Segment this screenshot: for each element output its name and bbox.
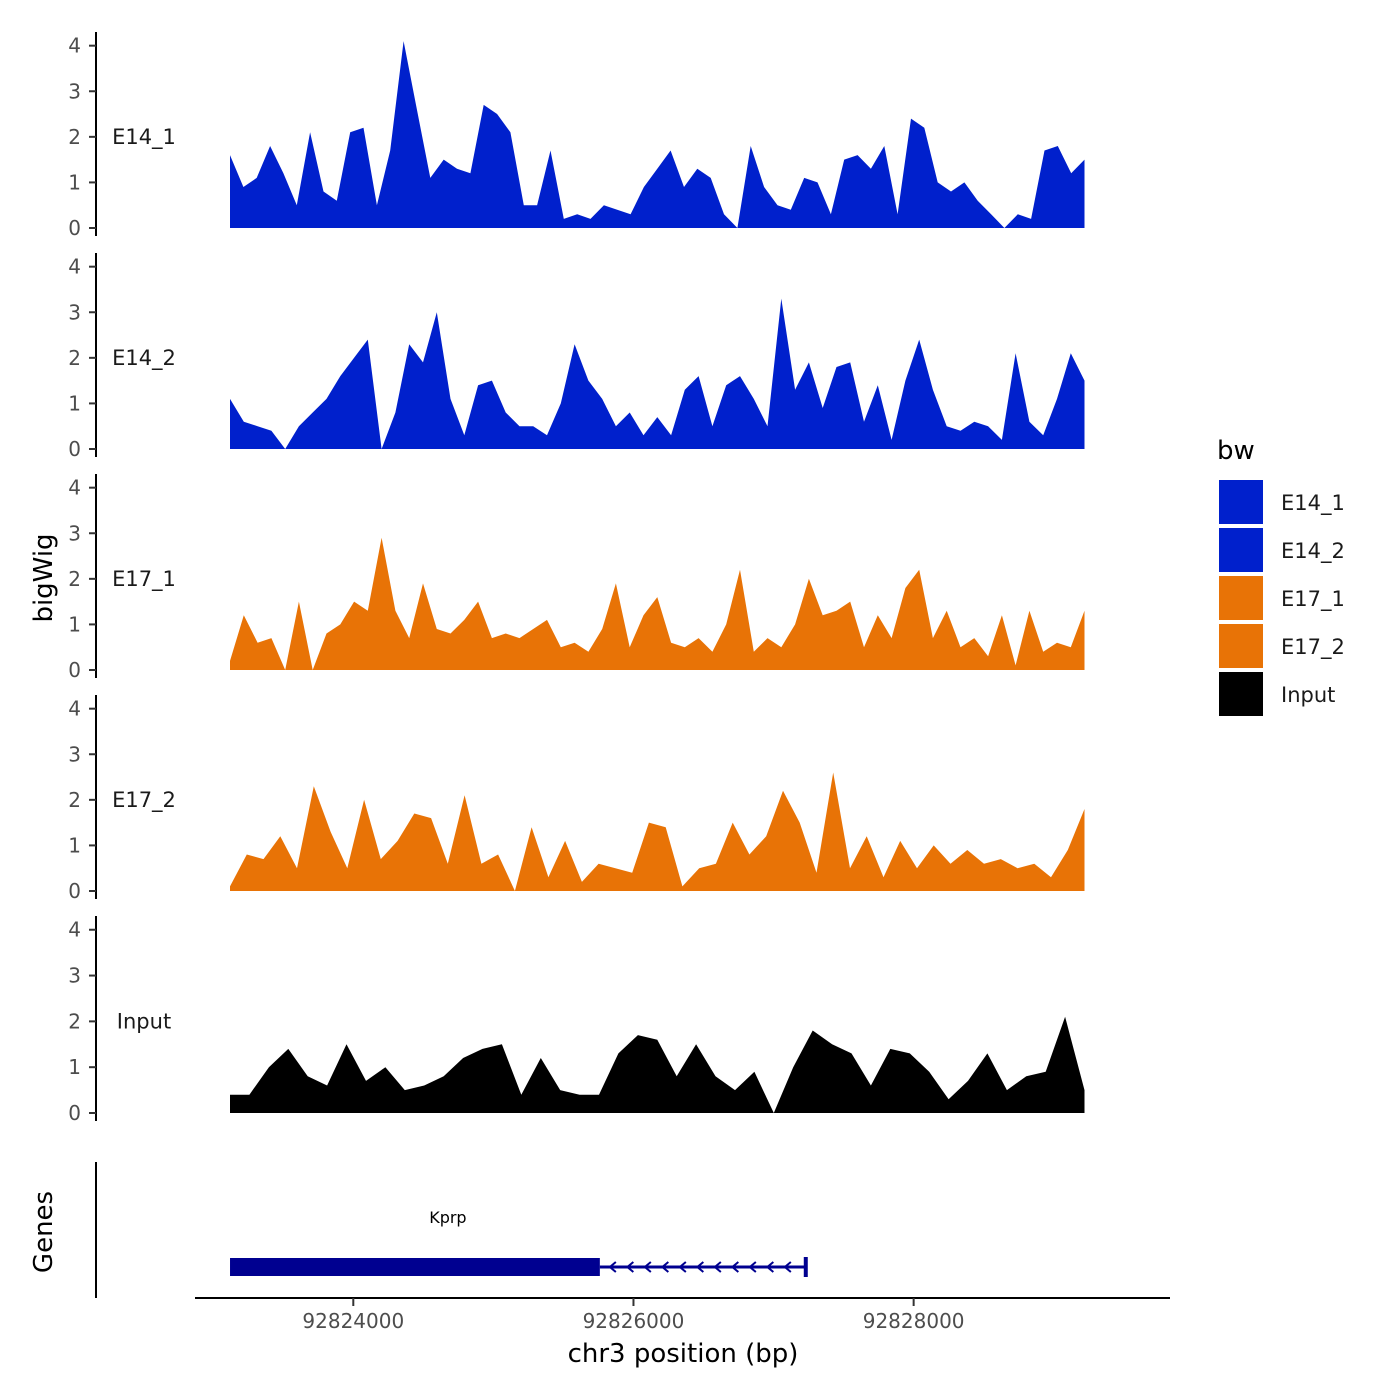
x-tick-label: 92826000 [583, 1309, 685, 1333]
y-tick-label: 3 [68, 79, 81, 103]
legend-title: bw [1217, 436, 1255, 466]
y-tick-label: 4 [68, 34, 81, 58]
track-label: E17_1 [112, 567, 176, 592]
x-axis: 92824000 92826000 92828000 [195, 1297, 1170, 1333]
y-tick-label: 0 [68, 879, 81, 903]
coverage-area-E17_1 [230, 537, 1085, 670]
y-tick-label: 2 [68, 567, 81, 591]
x-tick-label: 92828000 [863, 1309, 965, 1333]
track-E14_2: 0 1 2 3 4 E14_2 [68, 253, 1085, 461]
legend: bw E14_1 E14_2 E17_1 E17_2 Input [1217, 436, 1345, 718]
track-label: Input [117, 1009, 171, 1033]
legend-label-Input: Input [1281, 683, 1335, 707]
track-label: E14_2 [112, 346, 176, 371]
y-tick-label: 3 [68, 300, 81, 324]
y-tick-label: 4 [68, 476, 81, 500]
track-label: E17_2 [112, 788, 176, 813]
gene-strand-arrow [643, 1261, 652, 1273]
coverage-area-E14_2 [230, 298, 1085, 449]
y-tick-label: 1 [68, 612, 81, 636]
y-tick-label: 2 [68, 346, 81, 370]
y-tick-label: 1 [68, 170, 81, 194]
gene-strand-arrow [713, 1261, 722, 1273]
y-tick-label: 4 [68, 697, 81, 721]
y-axis-title: bigWig [29, 533, 59, 622]
gene-strand-arrow [748, 1261, 757, 1273]
gene-strand-arrow [730, 1261, 739, 1273]
coverage-area-E17_2 [230, 772, 1085, 891]
legend-key-E17_1 [1217, 574, 1265, 622]
x-axis-title: chr3 position (bp) [568, 1339, 799, 1369]
genes-panel: Genes Kprp [29, 1162, 808, 1298]
y-tick-label: 0 [68, 1101, 81, 1125]
legend-key-Input [1217, 670, 1265, 718]
legend-key-E17_2 [1217, 622, 1265, 670]
legend-label-E14_1: E14_1 [1281, 491, 1345, 516]
x-tick-label: 92824000 [302, 1309, 404, 1333]
y-tick-label: 1 [68, 833, 81, 857]
y-tick-label: 1 [68, 1055, 81, 1079]
gene-name-label: Kprp [429, 1208, 466, 1227]
y-tick-label: 4 [68, 918, 81, 942]
y-tick-label: 2 [68, 125, 81, 149]
gene-strand-arrow [678, 1261, 687, 1273]
legend-label-E17_2: E17_2 [1281, 635, 1345, 660]
legend-key-E14_1 [1217, 478, 1265, 526]
y-tick-label: 0 [68, 216, 81, 240]
y-tick-label: 4 [68, 255, 81, 279]
coverage-area-E14_1 [230, 41, 1085, 228]
legend-label-E14_2: E14_2 [1281, 539, 1345, 564]
y-tick-label: 2 [68, 1009, 81, 1033]
legend-label-E17_1: E17_1 [1281, 587, 1345, 612]
genes-panel-title: Genes [29, 1191, 59, 1273]
gene-strand-arrow [625, 1261, 634, 1273]
legend-key-E14_2 [1217, 526, 1265, 574]
y-tick-label: 3 [68, 521, 81, 545]
y-tick-label: 2 [68, 788, 81, 812]
track-label: E14_1 [112, 125, 176, 150]
gene-strand-arrow [608, 1261, 617, 1273]
coverage-area-Input [230, 1016, 1085, 1113]
gene-strand-arrow [695, 1261, 704, 1273]
gene-exon-block [230, 1258, 600, 1276]
track-E14_1: 0 1 2 3 4 E14_1 [68, 32, 1085, 240]
y-tick-label: 3 [68, 964, 81, 988]
y-tick-label: 1 [68, 391, 81, 415]
y-tick-label: 0 [68, 658, 81, 682]
y-tick-label: 0 [68, 437, 81, 461]
track-E17_1: 0 1 2 3 4 E17_1 [68, 474, 1085, 682]
gene-strand-arrow [660, 1261, 669, 1273]
track-E17_2: 0 1 2 3 4 E17_2 [68, 695, 1085, 903]
gene-strand-arrow [783, 1261, 792, 1273]
y-tick-label: 3 [68, 742, 81, 766]
track-Input: 0 1 2 3 4 Input [68, 916, 1085, 1125]
gene-strand-arrow [765, 1261, 774, 1273]
bigwig-tracks: 0 1 2 3 4 E14_1 0 1 2 3 4 E14_2 0 1 2 3 4 E17_1 0 1 2 3 4 E17_2… [68, 32, 1085, 1125]
